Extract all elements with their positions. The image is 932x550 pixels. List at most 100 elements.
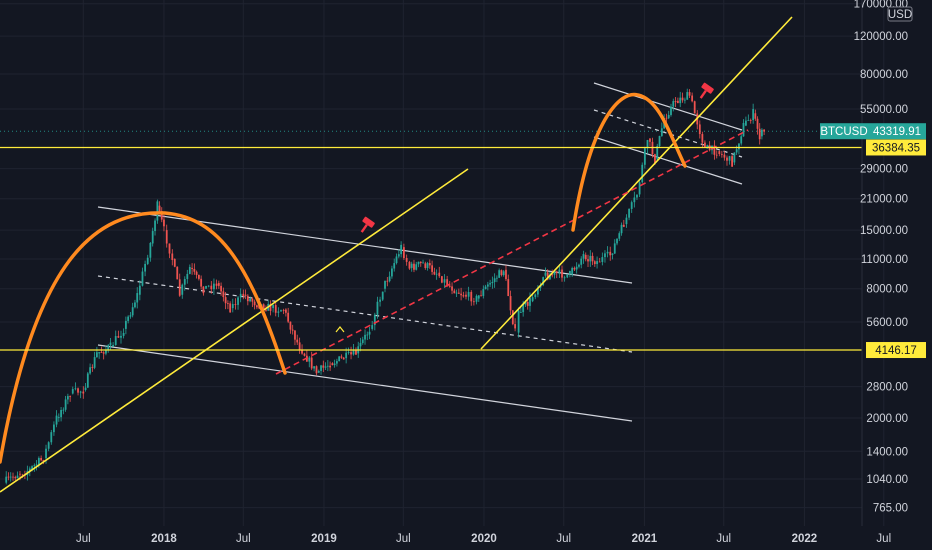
candle-body [333,363,336,366]
candle-body [731,156,733,167]
candle-body [745,120,747,126]
candle-body [229,303,232,313]
candle-body [315,366,318,374]
candle-body [561,269,563,278]
candle-body [618,233,621,239]
price-badges: BTCUSD 43319.91 36384.35 4146.17 [820,123,926,359]
candle-body [704,142,706,148]
candle-body [89,367,91,374]
channel-mid-2021 [593,109,743,158]
candle-body [388,276,391,282]
candle-body [720,154,723,155]
candle-body [410,263,413,268]
y-tick-label: 1040.00 [866,474,908,486]
svg-text:43319.91: 43319.91 [873,126,921,138]
candle-body [451,286,453,291]
candle-body [178,279,181,296]
candle-body [274,305,277,313]
candle-body [575,266,578,270]
candle-body [756,118,759,129]
candle-body [71,389,74,394]
candle-body [749,120,752,121]
y-tick-label: 2000.00 [866,413,908,425]
y-tick-label: 2800.00 [866,382,908,394]
candle-body [472,301,475,303]
candle-body [62,409,65,411]
candle-body [364,334,366,340]
candle-body [60,410,62,418]
candle-body [289,321,292,330]
candle-body [317,370,320,373]
candle-body [366,334,369,336]
candle-body [422,262,424,264]
candle-body [64,399,67,410]
candle-body [215,283,218,286]
candle-body [379,299,381,302]
candle-body [672,101,675,107]
price-axis[interactable]: 765.00 1040.00 1400.00 2000.00 2800.00 5600.0… [854,0,913,515]
candle-body [546,272,549,280]
trendline-2020 [480,16,793,350]
candle-body [424,263,427,268]
candle-body [633,197,636,203]
candle-body [718,151,721,155]
candle-body [587,259,589,262]
candle-body [340,356,343,358]
candle-body [477,295,480,299]
candle-body [127,316,130,321]
candle-body [100,352,103,353]
candle-body [114,336,117,346]
candle-body [482,289,485,296]
candle-body [82,391,85,394]
candle-body [345,352,348,359]
candle-body [202,286,205,294]
candle-body [522,304,525,313]
svg-text:BTCUSD: BTCUSD [820,126,867,138]
candle-body [42,460,45,462]
candle-body [226,303,229,305]
time-axis[interactable]: Jul 2018 Jul 2019 Jul 2020 Jul 2021 Jul 2022 Jul [76,533,891,545]
candle-body [758,128,761,140]
support-dashed [275,129,749,375]
candle-body [613,243,616,254]
candle-body [566,274,569,278]
candle-body [580,258,583,265]
x-tick-label: Jul [876,533,891,545]
candle-body [460,293,463,296]
candle-body [646,140,649,149]
candle-body [84,387,87,391]
candle-body [205,285,207,289]
candle-body [234,304,237,305]
candle-body [347,352,350,353]
candle-body [747,120,750,121]
candle-body [376,301,379,315]
candle-body [649,138,651,142]
candle-body [428,263,431,266]
candle-body [47,442,50,449]
candle-body [251,298,254,302]
y-tick-label: 11000.00 [861,254,908,266]
candle-body [144,263,147,272]
candle-body [507,279,510,297]
candle-body [129,315,132,317]
candle-body [573,267,576,270]
candle-body [509,296,512,311]
cup-arcs [0,92,687,464]
candle-body [239,293,242,298]
x-tick-label: 2019 [311,533,337,545]
candle-body [163,219,165,227]
candle-body [691,95,694,102]
candle-body [342,357,345,360]
candle-body [524,302,527,305]
svg-text:36384.35: 36384.35 [872,142,920,154]
candle-body [514,324,516,329]
candle-body [136,293,139,303]
candle-body [419,261,422,264]
candle-body [255,305,258,308]
candle-body [224,297,227,304]
candle-body [371,325,374,329]
candle-body [667,114,670,119]
candle-body [500,270,503,276]
candle-body [310,357,313,369]
